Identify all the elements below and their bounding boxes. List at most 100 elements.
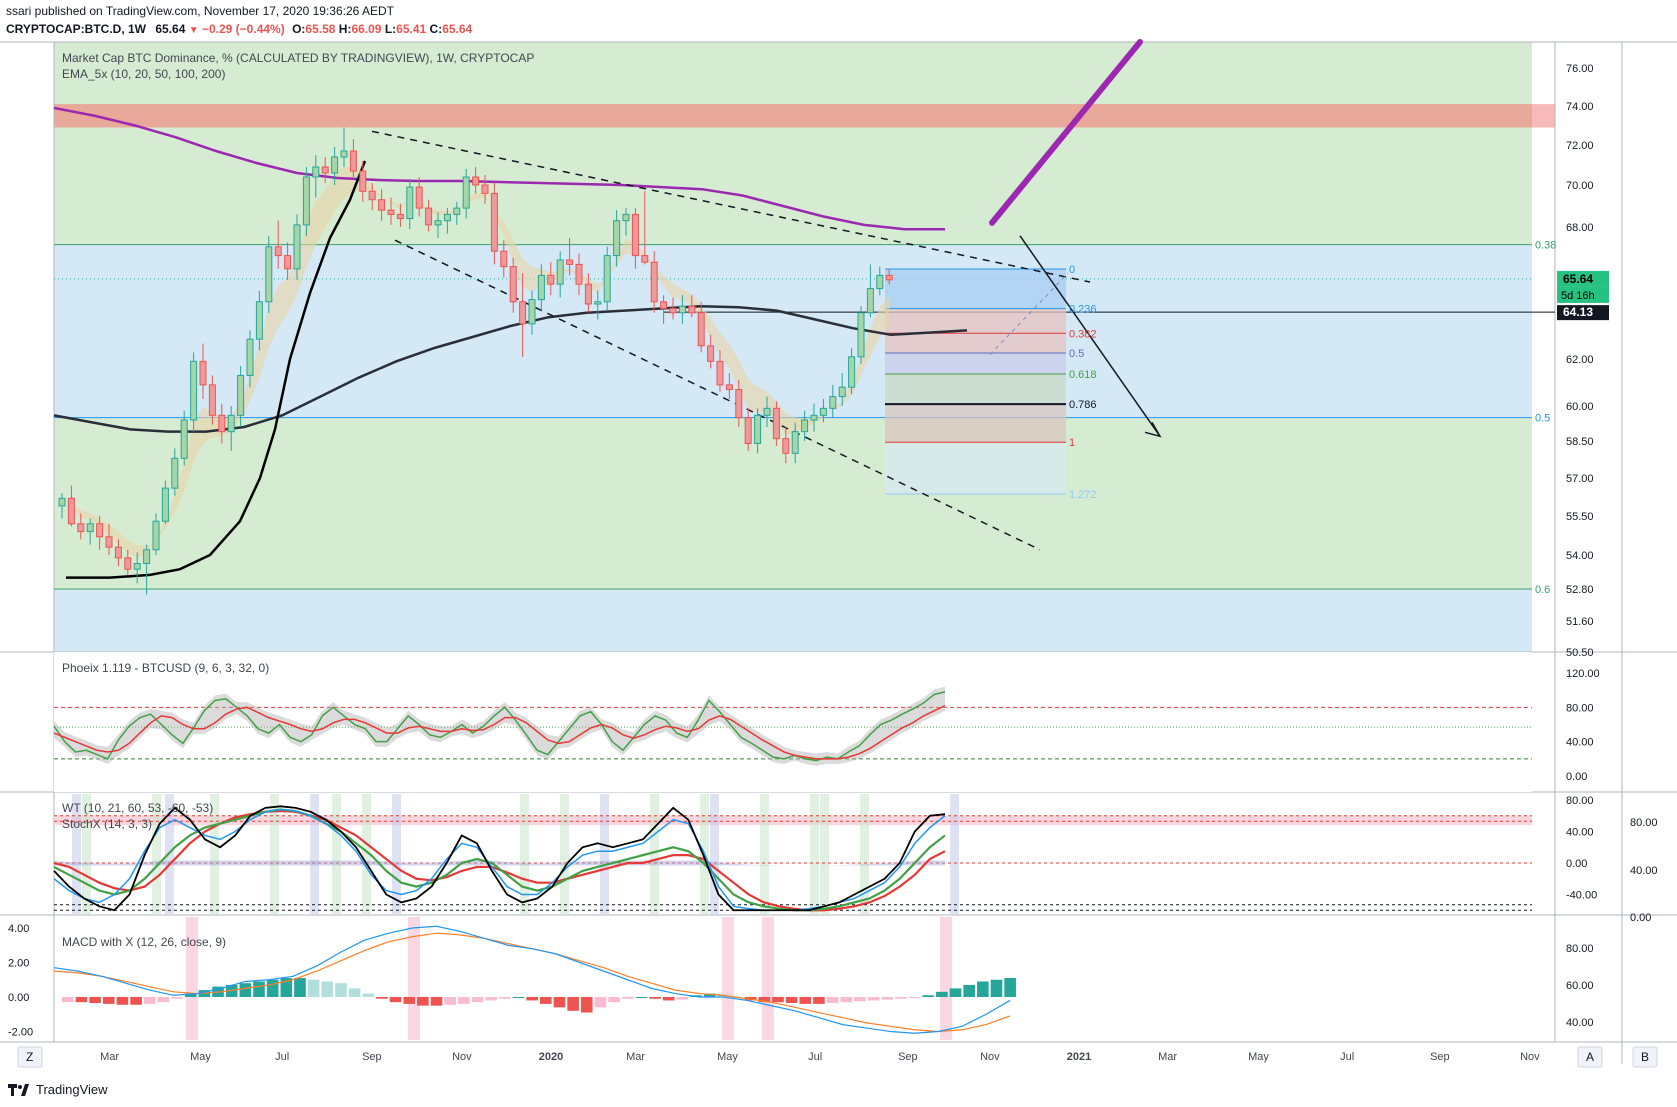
candle-body — [857, 312, 865, 358]
macd-histogram-bar — [676, 997, 689, 1000]
candle-body — [556, 259, 564, 285]
macd-histogram-bar — [430, 997, 443, 1006]
last-price-tag-text: 65.64 — [1563, 272, 1593, 286]
time-axis-label: May — [190, 1051, 211, 1063]
time-axis-label: May — [717, 1051, 738, 1063]
wt-signal-bar — [710, 794, 719, 914]
main-pane-subtitle: EMA_5x (10, 20, 50, 100, 200) — [62, 67, 225, 81]
macd-histogram-bar — [253, 981, 265, 997]
crosshair-price-tag-text: 64.13 — [1563, 305, 1593, 319]
fib-zone — [885, 333, 1066, 354]
candle-body — [735, 389, 743, 419]
macd-histogram-bar — [294, 978, 306, 997]
wt-signal-bar — [760, 794, 769, 914]
fib-level-label: 1.272 — [1069, 489, 1097, 501]
macd-title: MACD with X (12, 26, close, 9) — [62, 935, 226, 949]
last-price-tag — [1557, 270, 1609, 287]
time-axis-label: 2021 — [1067, 1051, 1091, 1063]
countdown-tag — [1557, 286, 1609, 303]
candle-body — [152, 520, 160, 551]
macd-histogram-bar — [280, 978, 293, 997]
candle-body — [302, 176, 310, 226]
candle-body — [688, 305, 696, 314]
candle-body — [208, 384, 216, 416]
macd-histogram-bar — [621, 997, 634, 999]
resistance-zone — [54, 104, 1532, 128]
price-tick-label: 55.50 — [1566, 511, 1594, 523]
candle-body — [105, 536, 113, 548]
candle-body — [490, 192, 498, 252]
candle-body — [415, 186, 423, 209]
macd-signal-bar — [762, 917, 774, 1040]
candle-body — [537, 274, 545, 301]
time-axis-label: Mar — [1158, 1051, 1177, 1063]
stochx-tick-label: 0.00 — [1630, 912, 1651, 924]
price-tick-label: 74.00 — [1566, 101, 1594, 113]
macd-histogram-bar — [703, 993, 716, 997]
candle-body — [481, 184, 489, 194]
log-scale-button-label[interactable]: B — [1641, 1050, 1649, 1064]
fib-level-label: 0 — [1069, 264, 1075, 276]
candle-body — [237, 374, 245, 416]
countdown-tag-text: 5d 16h — [1561, 290, 1595, 302]
candle-body — [265, 246, 273, 303]
price-tick-label: 72.00 — [1566, 140, 1594, 152]
wt-mid-band — [54, 860, 945, 866]
wt-signal-bar — [950, 794, 959, 914]
time-axis-label: Nov — [980, 1051, 1000, 1063]
resistance-zone-scale — [1532, 104, 1555, 128]
last-price: 65.64 — [155, 22, 186, 36]
candle-body — [312, 166, 320, 178]
candle-body — [519, 301, 527, 325]
wt-signal-bar — [72, 794, 81, 914]
macd-signal-bar — [722, 917, 734, 1040]
candle-body — [716, 360, 724, 386]
price-tick-label: 70.00 — [1566, 180, 1594, 192]
macd-signal-bar — [940, 917, 952, 1040]
macd-histogram-bar — [499, 997, 511, 999]
wt-signal-bar — [650, 794, 659, 914]
wt-tick-label: 40.00 — [1566, 827, 1594, 839]
candle-body — [284, 255, 292, 270]
symbol-ohlc-line: CRYPTOCAP:BTC.D, 1W 65.64 ▼ −0.29 (−0.44… — [6, 22, 473, 36]
macd-histogram-bar — [307, 979, 320, 997]
channel-upper-line — [371, 130, 1091, 283]
macd-histogram-bar — [417, 997, 429, 1006]
candle-body — [754, 414, 762, 444]
price-tick-label: 52.80 — [1566, 584, 1594, 596]
time-axis-label: Nov — [452, 1051, 472, 1063]
macd-histogram-bar — [157, 997, 170, 1003]
down-arrow-icon: ▼ — [188, 25, 199, 36]
candle-body — [218, 414, 226, 433]
price-tick-label: 57.00 — [1566, 473, 1594, 485]
time-axis-label: Jul — [1340, 1051, 1354, 1063]
time-axis-label: Mar — [100, 1051, 119, 1063]
candle-body — [603, 255, 611, 303]
footer-brand: TradingView — [36, 1082, 108, 1097]
candle-body — [321, 166, 329, 174]
macd-histogram-bar — [512, 997, 525, 998]
macd-signal-bar — [408, 917, 420, 1040]
zoom-button — [17, 1046, 43, 1068]
wt-signal-bar — [560, 794, 569, 914]
candle-body — [650, 261, 658, 303]
candle-body — [180, 419, 188, 459]
candle-body — [246, 338, 254, 376]
candle-body — [810, 414, 818, 421]
macd-histogram-bar — [266, 979, 279, 997]
channel-lower-line — [394, 239, 1041, 551]
wt-signal-bar — [210, 794, 219, 914]
macd-right-tick: 40.00 — [1566, 1017, 1594, 1029]
time-axis-label: Jul — [275, 1051, 289, 1063]
candle-body — [387, 209, 395, 215]
macd-histogram-bar — [335, 983, 347, 997]
candle-body — [566, 259, 574, 265]
wt-title: WT (10, 21, 60, 53, -60, -53) — [62, 801, 213, 815]
zoom-button-label[interactable]: Z — [26, 1050, 33, 1064]
candle-body — [406, 186, 414, 220]
macd-histogram-bar — [567, 997, 579, 1011]
wt-tick-label: -40.00 — [1566, 890, 1597, 902]
candle-body — [133, 563, 141, 570]
auto-scale-button-label[interactable]: A — [1586, 1050, 1594, 1064]
